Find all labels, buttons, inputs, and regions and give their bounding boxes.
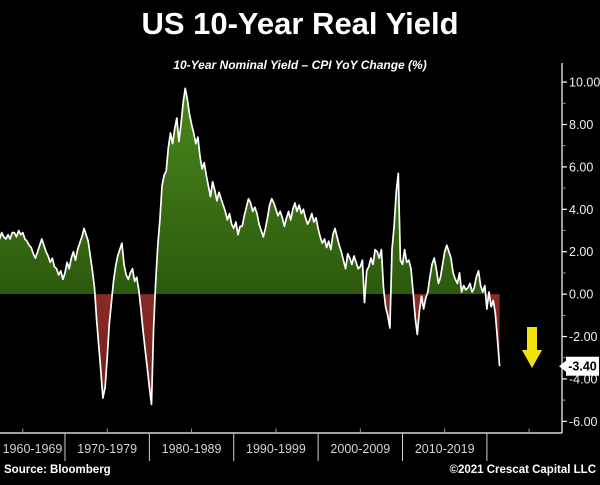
chart-subtitle: 10-Year Nominal Yield – CPI YoY Change (…	[173, 58, 427, 72]
y-tick-label: 0.00	[569, 288, 593, 302]
last-value-callout: -3.40	[559, 356, 599, 376]
x-decade-label: 2010-2019	[415, 442, 475, 456]
x-decade-label: 2000-2009	[330, 442, 390, 456]
y-tick-label: 6.00	[569, 160, 593, 174]
y-tick-label: -2.00	[569, 330, 598, 344]
x-axis: 1960-1969 1970-1979 1980-1989 1990-1999 2000…	[0, 428, 562, 461]
x-decade-label: 1990-1999	[246, 442, 306, 456]
y-tick-label: 10.00	[569, 76, 600, 90]
x-decade-label: 1970-1979	[77, 442, 137, 456]
positive-area	[0, 88, 500, 295]
down-arrow-icon	[522, 327, 542, 368]
series-line	[0, 87, 501, 406]
last-value-label: -3.40	[568, 360, 597, 374]
y-axis: 10.00 8.00 6.00 4.00 2.00 0.00 -2.00 -4.00 -6.00	[561, 63, 600, 433]
source-credit: Source: Bloomberg	[4, 464, 111, 476]
y-tick-label: -4.00	[569, 372, 598, 386]
copyright-credit: ©2021 Crescat Capital LLC	[449, 464, 596, 476]
x-decade-label: 1980-1989	[162, 442, 222, 456]
y-tick-label: 2.00	[569, 245, 593, 259]
chart-title: US 10-Year Real Yield	[141, 6, 459, 41]
x-decade-label: 1960-1969	[3, 442, 63, 456]
y-tick-label: -6.00	[569, 415, 598, 429]
y-tick-label: 4.00	[569, 203, 593, 217]
y-tick-label: 8.00	[569, 118, 593, 132]
